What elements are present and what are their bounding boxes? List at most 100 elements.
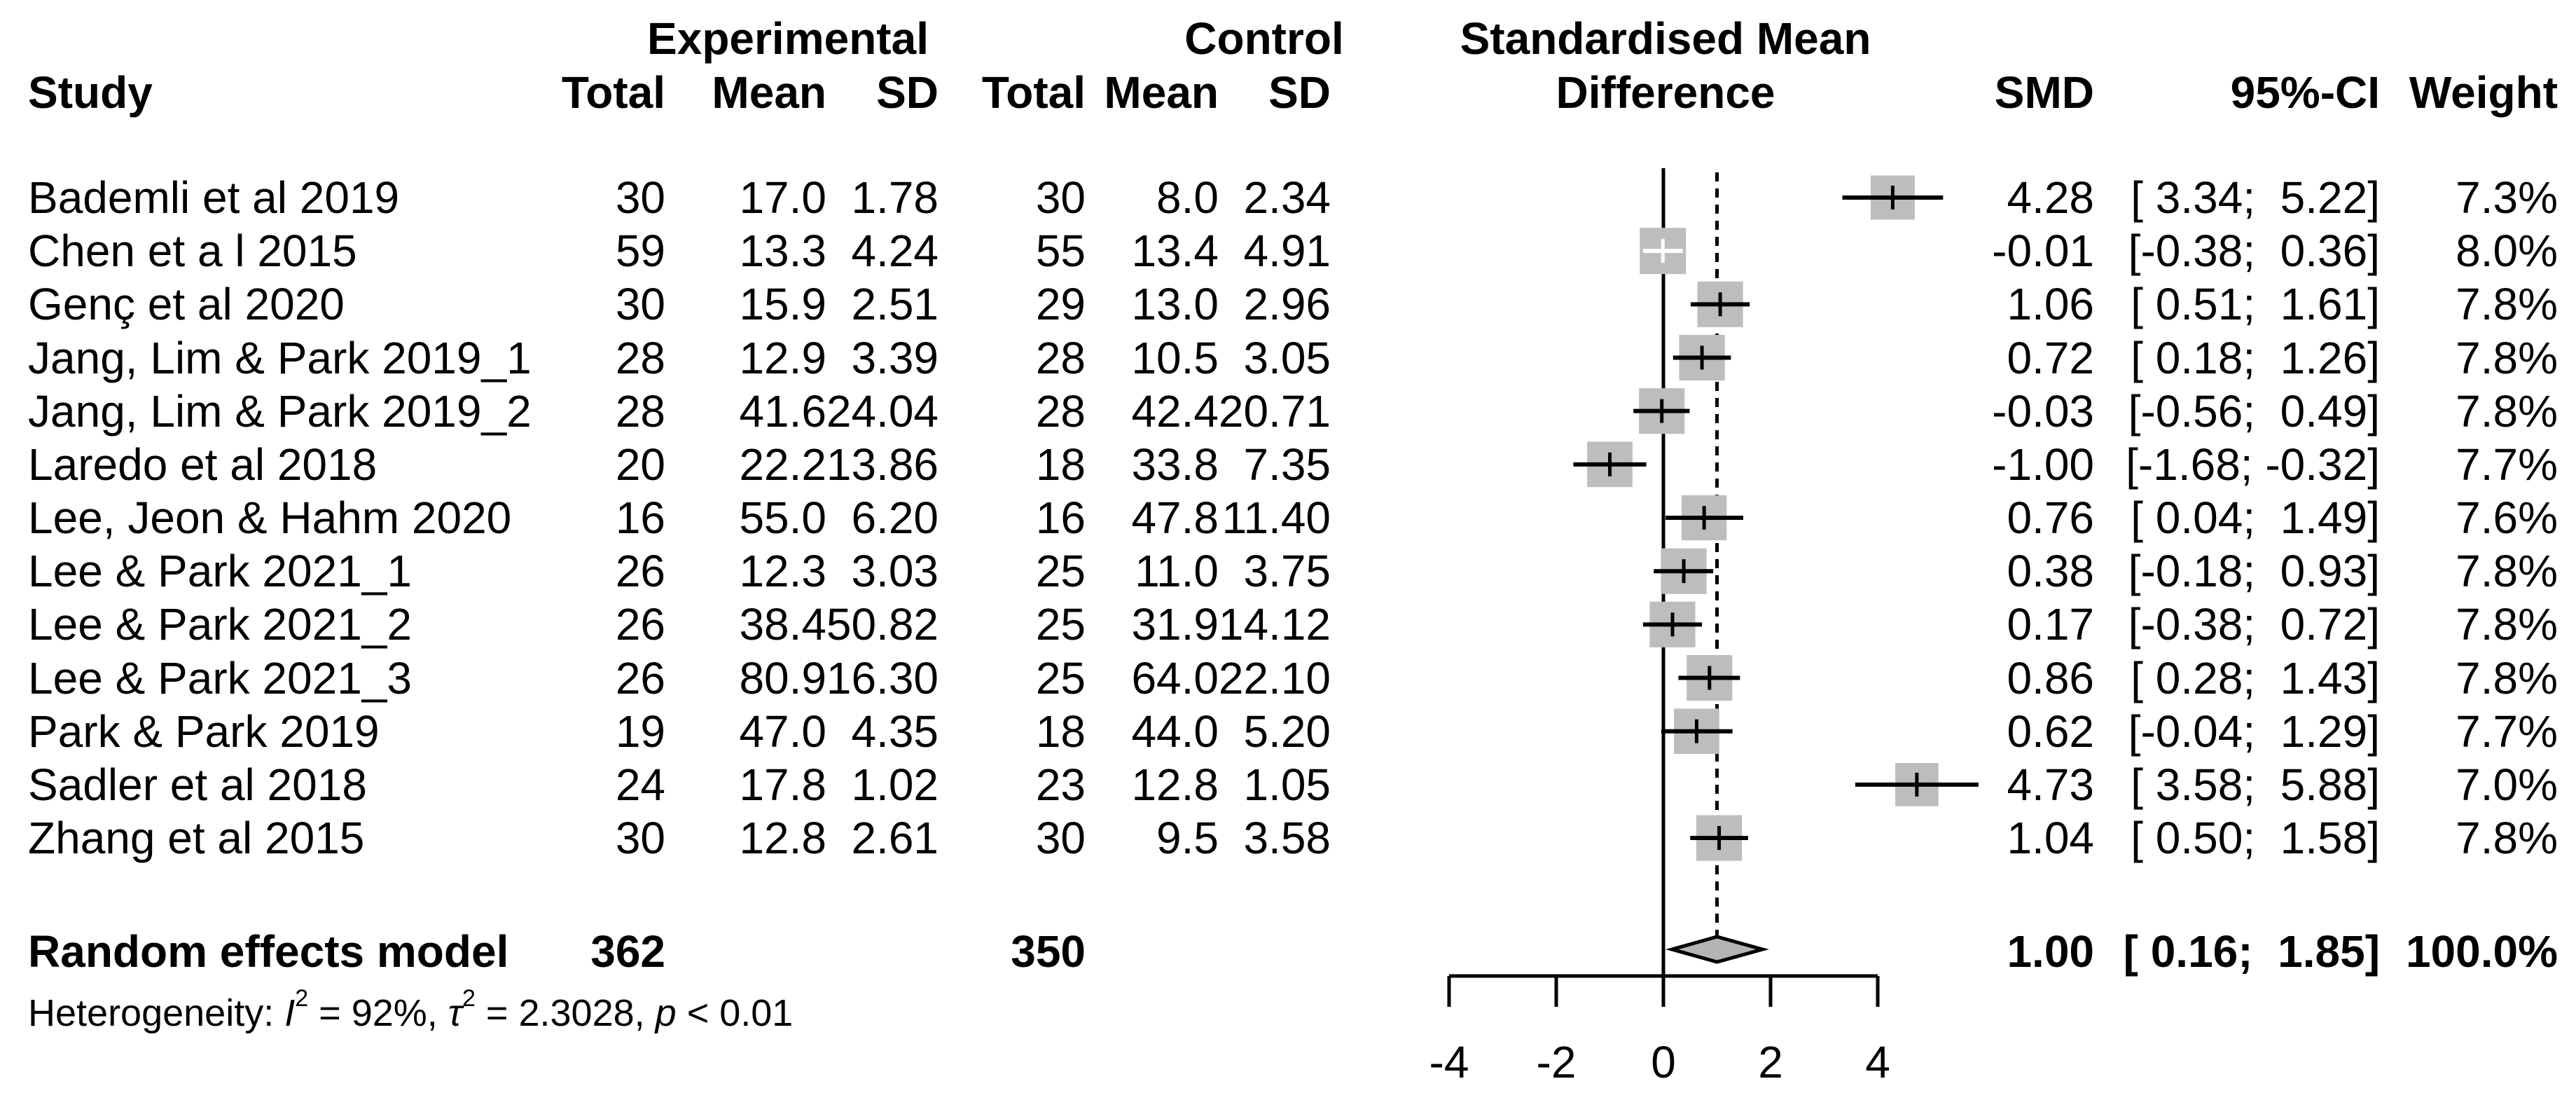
experimental-sd: 1.02: [851, 759, 939, 810]
smd-value: 0.17: [2007, 599, 2094, 650]
weight-value: 7.8%: [2456, 332, 2558, 383]
table-row: Jang, Lim & Park 2019_2 28 41.6 24.04 28…: [0, 385, 2576, 438]
control-mean: 12.8: [1131, 759, 1219, 810]
control-mean: 9.5: [1156, 813, 1219, 864]
control-mean: 10.5: [1131, 332, 1219, 383]
control-sd: 11.40: [1221, 493, 1331, 544]
weight-value: 7.8%: [2456, 652, 2558, 703]
experimental-mean: 17.0: [739, 172, 826, 223]
heterogeneity-note: Heterogeneity: I2 = 92%, τ2 = 2.3028, p …: [28, 986, 793, 1040]
smd-value: -0.03: [1992, 385, 2094, 436]
header-col-total-ctrl: Total: [981, 67, 1086, 118]
axis-tick-label: 0: [1651, 1037, 1676, 1087]
control-total: 28: [1035, 385, 1086, 436]
control-total: 28: [1035, 332, 1086, 383]
study-name: Jang, Lim & Park 2019_2: [28, 385, 532, 436]
axis-tick-label: -2: [1537, 1037, 1577, 1087]
ci-value: [-0.38; 0.36]: [2128, 226, 2380, 277]
ci-value: [ 3.58; 5.88]: [2131, 759, 2380, 810]
control-total: 25: [1035, 652, 1086, 703]
weight-value: 7.3%: [2456, 172, 2558, 223]
control-total: 30: [1035, 813, 1086, 864]
control-sd: 2.96: [1243, 279, 1331, 330]
table-row: Chen et a l 2015 59 13.3 4.24 55 13.4 4.…: [0, 224, 2576, 277]
overall-row: Random effects model 362 350 1.00 [ 0.16…: [0, 925, 2576, 978]
control-sd: 1.05: [1243, 759, 1331, 810]
experimental-mean: 55.0: [739, 493, 826, 544]
weight-value: 7.0%: [2456, 759, 2558, 810]
experimental-mean: 15.9: [739, 279, 826, 330]
header-col-mean-exp: Mean: [712, 67, 826, 118]
experimental-sd: 3.03: [851, 546, 939, 597]
experimental-total: 30: [615, 172, 665, 223]
ci-value: [ 3.34; 5.22]: [2131, 172, 2380, 223]
heterogeneity-seg1: = 92%,: [308, 992, 448, 1034]
control-sd: 2.34: [1243, 172, 1331, 223]
control-total: 29: [1035, 279, 1086, 330]
weight-value: 7.8%: [2456, 546, 2558, 597]
control-sd: 22.10: [1218, 652, 1331, 703]
experimental-mean: 22.2: [739, 439, 826, 490]
tau-squared-symbol: τ: [448, 992, 462, 1034]
axis-tick-label: -4: [1429, 1037, 1469, 1087]
experimental-total: 30: [615, 279, 665, 330]
table-row: Zhang et al 2015 30 12.8 2.61 30 9.5 3.5…: [0, 811, 2576, 865]
heterogeneity-seg2: = 2.3028,: [475, 992, 656, 1034]
overall-ci-value: [ 0.16; 1.85]: [2123, 926, 2380, 977]
overall-total-control: 350: [1011, 926, 1086, 977]
control-mean: 13.0: [1131, 279, 1219, 330]
experimental-total: 16: [615, 493, 665, 544]
study-name: Lee & Park 2021_2: [28, 599, 412, 650]
overall-weight-value: 100.0%: [2405, 926, 2558, 977]
header-col-ci: 95%-CI: [2230, 67, 2380, 118]
study-name: Chen et a l 2015: [28, 226, 357, 277]
experimental-sd: 4.35: [851, 706, 939, 757]
experimental-total: 24: [615, 759, 665, 810]
experimental-sd: 50.82: [826, 599, 939, 650]
experimental-total: 28: [615, 332, 665, 383]
control-total: 25: [1035, 599, 1086, 650]
experimental-sd: 16.30: [826, 652, 939, 703]
control-total: 30: [1035, 172, 1086, 223]
study-name: Lee & Park 2021_1: [28, 546, 412, 597]
weight-value: 7.8%: [2456, 385, 2558, 436]
experimental-mean: 41.6: [739, 385, 826, 436]
header-group-control: Control: [1184, 13, 1344, 64]
experimental-total: 28: [615, 385, 665, 436]
study-name: Jang, Lim & Park 2019_1: [28, 332, 532, 383]
heterogeneity-prefix: Heterogeneity:: [28, 992, 285, 1034]
study-name: Bademli et al 2019: [28, 172, 400, 223]
ci-value: [ 0.04; 1.49]: [2131, 493, 2380, 544]
smd-value: 0.72: [2007, 332, 2094, 383]
ci-value: [-0.18; 0.93]: [2128, 546, 2380, 597]
experimental-sd: 4.24: [851, 226, 939, 277]
axis-tick-label: 2: [1758, 1037, 1783, 1087]
smd-value: 4.73: [2007, 759, 2094, 810]
experimental-total: 20: [615, 439, 665, 490]
experimental-total: 26: [615, 652, 665, 703]
control-mean: 13.4: [1131, 226, 1219, 277]
ci-value: [ 0.50; 1.58]: [2131, 813, 2380, 864]
control-total: 55: [1035, 226, 1086, 277]
experimental-mean: 12.9: [739, 332, 826, 383]
overall-label: Random effects model: [28, 926, 509, 977]
weight-value: 7.8%: [2456, 813, 2558, 864]
overall-smd-value: 1.00: [2007, 926, 2094, 977]
weight-value: 7.8%: [2456, 599, 2558, 650]
i-squared-exponent: 2: [295, 985, 309, 1012]
table-row: Lee, Jeon & Hahm 2020 16 55.0 6.20 16 47…: [0, 491, 2576, 544]
experimental-mean: 12.3: [739, 546, 826, 597]
study-name: Park & Park 2019: [28, 706, 380, 757]
smd-value: 1.04: [2007, 813, 2094, 864]
control-sd: 14.12: [1218, 599, 1331, 650]
experimental-sd: 3.39: [851, 332, 939, 383]
experimental-sd: 2.61: [851, 813, 939, 864]
smd-value: 0.38: [2007, 546, 2094, 597]
header-col-sd-ctrl: SD: [1268, 67, 1331, 118]
experimental-total: 59: [615, 226, 665, 277]
weight-value: 8.0%: [2456, 226, 2558, 277]
experimental-mean: 17.8: [739, 759, 826, 810]
experimental-mean: 13.3: [739, 226, 826, 277]
experimental-total: 30: [615, 813, 665, 864]
ci-value: [ 0.28; 1.43]: [2131, 652, 2380, 703]
